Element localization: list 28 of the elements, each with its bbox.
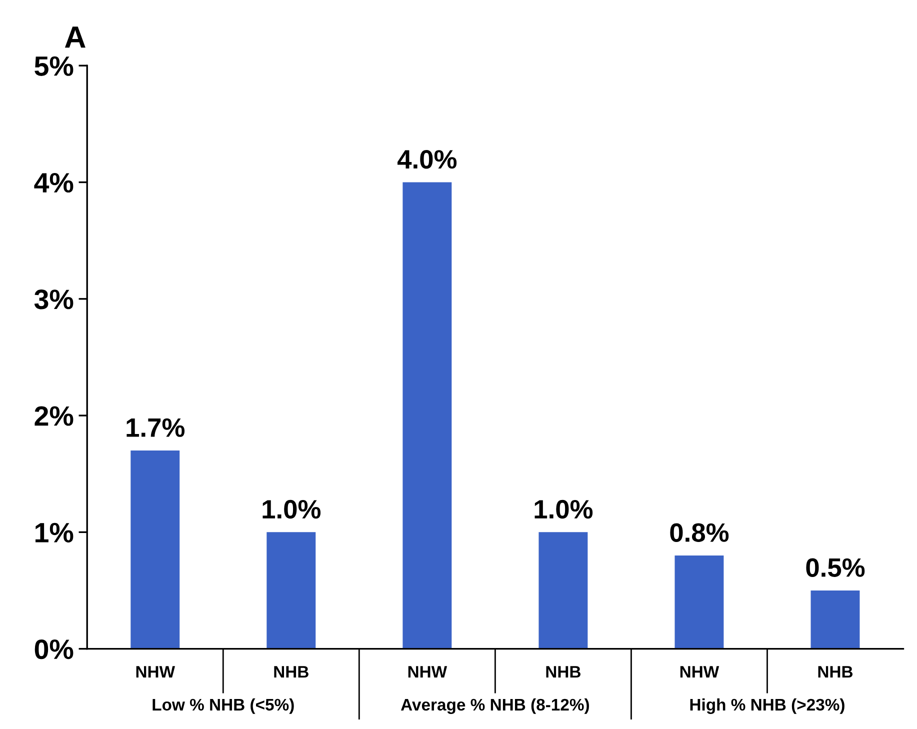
text: Average % NHB (8-12%) <box>400 698 589 714</box>
y-tick-label: 1% <box>36 522 74 542</box>
chart-title: A <box>64 26 86 48</box>
bar <box>266 532 316 649</box>
x-tick-label: NHB <box>818 666 853 678</box>
bar <box>810 590 860 649</box>
data-label: 0.8% <box>670 523 729 542</box>
text: Low % NHB (<5%) <box>152 698 294 714</box>
y-tick-label: 0% <box>34 639 74 660</box>
x-tick-label: NHB <box>546 666 580 678</box>
data-label: 1.0% <box>262 500 321 519</box>
x-tick-label: NHB <box>274 666 308 678</box>
data-label: 1.0% <box>534 500 593 519</box>
y-tick-label: 3% <box>34 290 74 310</box>
x-tick-label: NHW <box>680 666 720 678</box>
data-label: 4.0% <box>397 150 457 169</box>
bar <box>674 556 724 649</box>
bar <box>130 450 180 649</box>
y-tick-label: 4% <box>34 172 74 193</box>
bar <box>402 182 452 649</box>
bar <box>538 532 588 649</box>
y-tick-label: 2% <box>34 406 74 426</box>
text: High % NHB (>23%) <box>690 698 844 714</box>
data-label: 1.7% <box>126 418 185 437</box>
data-label: 0.5% <box>806 558 865 577</box>
x-tick-label: NHW <box>136 666 176 678</box>
y-tick-label: 5% <box>34 56 74 76</box>
x-tick-label: NHW <box>408 666 448 678</box>
